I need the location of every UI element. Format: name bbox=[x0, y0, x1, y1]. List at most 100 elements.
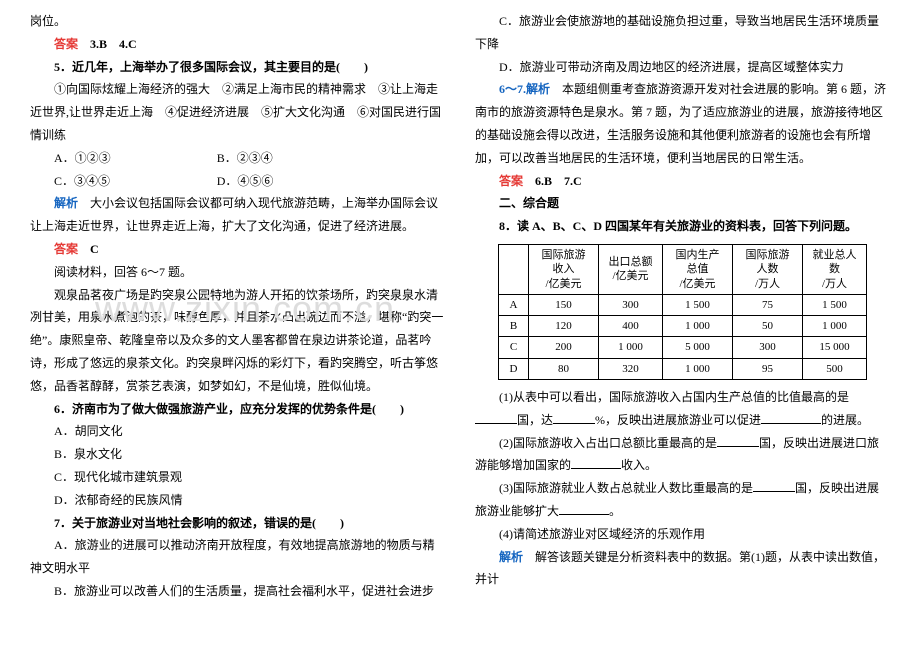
passage: 观泉品茗夜广场是趵突泉公园特地为游人开拓的饮茶场所，趵突泉泉水清冽甘美，用泉水煮… bbox=[30, 284, 445, 398]
answer-label: 答案 bbox=[499, 174, 523, 188]
explanation-label: 6～7.解析 bbox=[499, 82, 550, 96]
table-cell: 1 000 bbox=[803, 316, 867, 337]
document-columns: 岗位。 答案 3.B 4.C 5．近几年，上海举办了很多国际会议，其主要目的是(… bbox=[0, 0, 920, 651]
explanation-label: 解析 bbox=[54, 196, 78, 210]
text: 国，达 bbox=[517, 413, 553, 427]
paragraph-continuation: 岗位。 bbox=[30, 10, 445, 33]
table-cell: 500 bbox=[803, 358, 867, 379]
explanation-label: 解析 bbox=[499, 550, 523, 564]
q6-stem-text: 6．济南市为了做大做强旅游产业，应充分发挥的优势条件是( ) bbox=[54, 402, 404, 416]
q5-opt-b: B．②③④ bbox=[217, 147, 445, 170]
table-row: B1204001 000501 000 bbox=[499, 316, 867, 337]
reading-intro: 阅读材料，回答 6～7 题。 bbox=[30, 261, 445, 284]
q8-sub1: (1)从表中可以看出，国际旅游收入占国内生产总值的比值最高的是国，达 %，反映出进… bbox=[475, 386, 890, 432]
q7-opt-d: D．旅游业可带动济南及周边地区的经济进展，提高区域整体实力 bbox=[475, 56, 890, 79]
text: 收入。 bbox=[621, 458, 657, 472]
table-header bbox=[499, 244, 529, 294]
q6-opt-b: B．泉水文化 bbox=[30, 443, 445, 466]
table-header: 就业总人数/万人 bbox=[803, 244, 867, 294]
table-cell: 320 bbox=[599, 358, 663, 379]
text: (1)从表中可以看出，国际旅游收入占国内生产总值的比值最高的是 bbox=[499, 390, 849, 404]
text: 的进展。 bbox=[821, 413, 869, 427]
blank bbox=[717, 435, 759, 447]
answer-text: 6.B 7.C bbox=[535, 174, 582, 188]
answer-label: 答案 bbox=[54, 242, 78, 256]
table-cell: 300 bbox=[599, 294, 663, 315]
q6-opt-a: A．胡同文化 bbox=[30, 420, 445, 443]
blank bbox=[553, 412, 595, 424]
table-header: 国际旅游收入/亿美元 bbox=[529, 244, 599, 294]
explanation-text: 解答该题关键是分析资料表中的数据。第(1)题，从表中读出数值，并计 bbox=[475, 550, 885, 587]
q6-opt-c: C．现代化城市建筑景观 bbox=[30, 466, 445, 489]
q8-sub2: (2)国际旅游收入占出口总额比重最高的是国，反映出进展进口旅游能够增加国家的收入… bbox=[475, 432, 890, 478]
table-cell: 1 000 bbox=[663, 316, 733, 337]
table-cell: 80 bbox=[529, 358, 599, 379]
table-cell: B bbox=[499, 316, 529, 337]
table-cell: C bbox=[499, 337, 529, 358]
q7-opt-b: B．旅游业可以改善人们的生活质量，提高社会福利水平，促进社会进步 bbox=[30, 580, 445, 603]
section-2-heading: 二、综合题 bbox=[475, 192, 890, 215]
text: 。 bbox=[609, 504, 621, 518]
q8-stem-text: 8．读 A、B、C、D 四国某年有关旅游业的资料表，回答下列问题。 bbox=[499, 219, 857, 233]
blank bbox=[559, 503, 609, 515]
q6-7-answer: 答案 6.B 7.C bbox=[475, 170, 890, 193]
blank bbox=[571, 457, 621, 469]
table-cell: A bbox=[499, 294, 529, 315]
q7-stem-text: 7．关于旅游业对当地社会影响的叙述，错误的是( ) bbox=[54, 516, 344, 530]
table-row: A1503001 500751 500 bbox=[499, 294, 867, 315]
table-cell: 75 bbox=[733, 294, 803, 315]
text: (2)国际旅游收入占出口总额比重最高的是 bbox=[499, 436, 717, 450]
q5-row-cd: C．③④⑤ D．④⑤⑥ bbox=[30, 170, 445, 193]
table-cell: D bbox=[499, 358, 529, 379]
table-cell: 5 000 bbox=[663, 337, 733, 358]
table-cell: 1 000 bbox=[663, 358, 733, 379]
table-cell: 1 500 bbox=[663, 294, 733, 315]
q7-stem: 7．关于旅游业对当地社会影响的叙述，错误的是( ) bbox=[30, 512, 445, 535]
section-2-text: 二、综合题 bbox=[499, 196, 559, 210]
answer-text: 3.B 4.C bbox=[90, 37, 137, 51]
table-cell: 1 500 bbox=[803, 294, 867, 315]
table-cell: 120 bbox=[529, 316, 599, 337]
table-row: D803201 00095500 bbox=[499, 358, 867, 379]
q5-opt-a: A．①②③ bbox=[30, 147, 217, 170]
text: (3)国际旅游就业人数占总就业人数比重最高的是 bbox=[499, 481, 753, 495]
blank bbox=[475, 412, 517, 424]
q5-stem-text: 5．近几年，上海举办了很多国际会议，其主要目的是( ) bbox=[54, 60, 368, 74]
q8-stem: 8．读 A、B、C、D 四国某年有关旅游业的资料表，回答下列问题。 bbox=[475, 215, 890, 238]
q6-stem: 6．济南市为了做大做强旅游产业，应充分发挥的优势条件是( ) bbox=[30, 398, 445, 421]
table-cell: 50 bbox=[733, 316, 803, 337]
table-cell: 200 bbox=[529, 337, 599, 358]
table-cell: 15 000 bbox=[803, 337, 867, 358]
table-row: C2001 0005 00030015 000 bbox=[499, 337, 867, 358]
table-cell: 150 bbox=[529, 294, 599, 315]
answer-3-4: 答案 3.B 4.C bbox=[30, 33, 445, 56]
explanation-text: 大小会议包括国际会议都可纳入现代旅游范畴，上海举办国际会议让上海走近世界，让世界… bbox=[30, 196, 438, 233]
q6-7-explanation: 6～7.解析 本题组侧重考查旅游资源开发对社会进展的影响。第 6 题，济南市的旅… bbox=[475, 78, 890, 169]
answer-label: 答案 bbox=[54, 37, 78, 51]
q5-options-inline: ①向国际炫耀上海经济的强大 ②满足上海市民的精神需求 ③让上海走近世界,让世界走… bbox=[30, 78, 445, 146]
q5-stem: 5．近几年，上海举办了很多国际会议，其主要目的是( ) bbox=[30, 56, 445, 79]
q8-sub3: (3)国际旅游就业人数占总就业人数比重最高的是国，反映出进展旅游业能够扩大。 bbox=[475, 477, 890, 523]
table-header: 国内生产总值/亿美元 bbox=[663, 244, 733, 294]
blank bbox=[753, 480, 795, 492]
table-cell: 300 bbox=[733, 337, 803, 358]
q5-opt-c: C．③④⑤ bbox=[30, 170, 217, 193]
q8-data-table: 国际旅游收入/亿美元出口总额/亿美元国内生产总值/亿美元国际旅游人数/万人就业总… bbox=[498, 244, 867, 380]
table-cell: 400 bbox=[599, 316, 663, 337]
table-header: 出口总额/亿美元 bbox=[599, 244, 663, 294]
table-cell: 1 000 bbox=[599, 337, 663, 358]
q8-sub4: (4)请简述旅游业对区域经济的乐观作用 bbox=[475, 523, 890, 546]
q6-opt-d: D．浓郁奇经的民族风情 bbox=[30, 489, 445, 512]
answer-text: C bbox=[90, 242, 99, 256]
q5-answer: 答案 C bbox=[30, 238, 445, 261]
table-cell: 95 bbox=[733, 358, 803, 379]
q8-explanation: 解析 解答该题关键是分析资料表中的数据。第(1)题，从表中读出数值，并计 bbox=[475, 546, 890, 592]
q5-opt-d: D．④⑤⑥ bbox=[217, 170, 445, 193]
text: %，反映出进展旅游业可以促进 bbox=[595, 413, 761, 427]
table-header: 国际旅游人数/万人 bbox=[733, 244, 803, 294]
q5-row-ab: A．①②③ B．②③④ bbox=[30, 147, 445, 170]
q7-opt-c: C．旅游业会使旅游地的基础设施负担过重，导致当地居民生活环境质量下降 bbox=[475, 10, 890, 56]
q5-explanation: 解析 大小会议包括国际会议都可纳入现代旅游范畴，上海举办国际会议让上海走近世界，… bbox=[30, 192, 445, 238]
q7-opt-a: A．旅游业的进展可以推动济南开放程度，有效地提高旅游地的物质与精神文明水平 bbox=[30, 534, 445, 580]
blank bbox=[761, 412, 821, 424]
